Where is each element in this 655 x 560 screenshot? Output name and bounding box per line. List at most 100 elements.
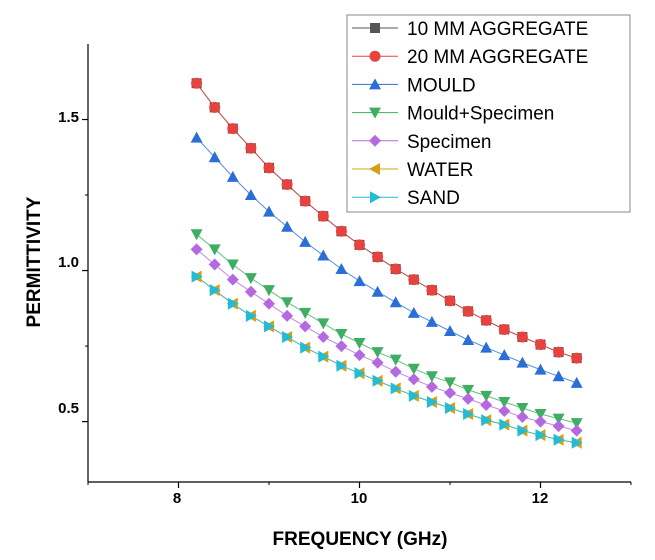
data-point xyxy=(318,350,330,363)
series-line xyxy=(196,82,577,359)
data-point xyxy=(226,170,239,182)
data-point xyxy=(425,371,438,383)
data-point xyxy=(552,420,565,433)
data-point xyxy=(498,396,511,408)
data-point xyxy=(445,401,456,414)
data-point xyxy=(209,284,221,297)
data-point xyxy=(498,349,511,361)
data-point xyxy=(281,220,294,232)
data-point xyxy=(226,259,239,271)
data-point xyxy=(498,323,510,335)
data-point xyxy=(353,338,366,350)
data-point xyxy=(462,334,475,346)
data-point xyxy=(534,363,547,375)
data-point xyxy=(552,370,565,382)
x-tick-label: 10 xyxy=(351,490,368,507)
data-point xyxy=(244,189,257,201)
series-markers xyxy=(190,77,583,449)
data-point xyxy=(245,309,257,322)
data-point xyxy=(226,273,239,286)
legend-marker xyxy=(369,134,381,147)
data-point xyxy=(354,239,365,251)
data-point xyxy=(389,365,402,378)
data-point xyxy=(281,297,294,309)
data-point xyxy=(444,295,456,307)
data-point xyxy=(462,384,475,396)
data-point xyxy=(480,314,492,326)
data-point xyxy=(335,263,348,275)
data-point xyxy=(570,418,583,430)
data-point xyxy=(208,258,221,271)
data-point xyxy=(553,346,565,358)
data-point xyxy=(244,285,257,298)
data-point xyxy=(372,251,384,263)
data-point xyxy=(353,349,366,362)
data-point xyxy=(281,309,294,322)
legend-label: SAND xyxy=(407,188,460,209)
data-point xyxy=(425,315,438,327)
data-point xyxy=(389,354,402,366)
legend-label: 10 MM AGGREGATE xyxy=(407,19,588,40)
data-point xyxy=(281,178,293,190)
legend-marker xyxy=(369,107,381,119)
y-tick-label: 1.5 xyxy=(58,109,79,126)
data-point xyxy=(516,402,529,414)
x-axis-title: FREQUENCY (GHz) xyxy=(273,529,448,550)
data-point xyxy=(407,373,420,386)
data-point xyxy=(317,249,330,261)
legend-label: MOULD xyxy=(407,75,476,96)
x-tick-label: 8 xyxy=(173,490,181,507)
data-point xyxy=(263,285,275,297)
data-point xyxy=(264,320,275,333)
data-point xyxy=(317,318,330,330)
data-point xyxy=(371,285,384,297)
data-point xyxy=(263,297,275,310)
data-point xyxy=(245,142,257,154)
legend-label: WATER xyxy=(407,160,474,181)
series-line xyxy=(196,276,577,444)
y-tick-label: 1.0 xyxy=(58,254,79,271)
data-point xyxy=(535,339,546,351)
legend-marker xyxy=(369,78,381,90)
x-tick-label: 12 xyxy=(532,490,549,507)
data-point xyxy=(227,123,239,135)
data-point xyxy=(208,244,221,256)
data-point xyxy=(390,263,402,275)
data-point xyxy=(407,306,420,318)
data-point xyxy=(462,305,474,317)
series-lines xyxy=(196,82,577,444)
data-point xyxy=(263,162,275,174)
data-point xyxy=(354,367,366,380)
data-point xyxy=(553,433,565,446)
data-point xyxy=(317,210,329,222)
data-point xyxy=(408,274,420,286)
data-point xyxy=(389,296,402,308)
data-point xyxy=(571,352,583,364)
data-point xyxy=(516,331,528,343)
data-point xyxy=(516,411,529,424)
legend-label: Specimen xyxy=(407,132,492,153)
data-point xyxy=(570,376,583,388)
data-point xyxy=(335,340,348,353)
legend-label: 20 MM AGGREGATE xyxy=(407,47,588,68)
legend-marker xyxy=(370,191,381,204)
tick-labels: 8 10 12 0.5 1.0 1.5 xyxy=(58,109,548,507)
data-point xyxy=(371,347,384,359)
data-point xyxy=(552,413,565,425)
series-line xyxy=(196,137,577,384)
data-point xyxy=(425,380,438,393)
data-point xyxy=(300,341,312,354)
data-point xyxy=(371,356,384,369)
data-point xyxy=(299,320,312,333)
data-point xyxy=(499,418,511,431)
data-point xyxy=(209,101,221,113)
data-point xyxy=(426,395,438,408)
data-point xyxy=(498,405,511,418)
data-point xyxy=(353,275,366,287)
data-point xyxy=(444,324,456,336)
data-point xyxy=(570,424,583,437)
data-point xyxy=(516,356,529,368)
data-point xyxy=(534,409,547,421)
series-line xyxy=(196,233,577,424)
